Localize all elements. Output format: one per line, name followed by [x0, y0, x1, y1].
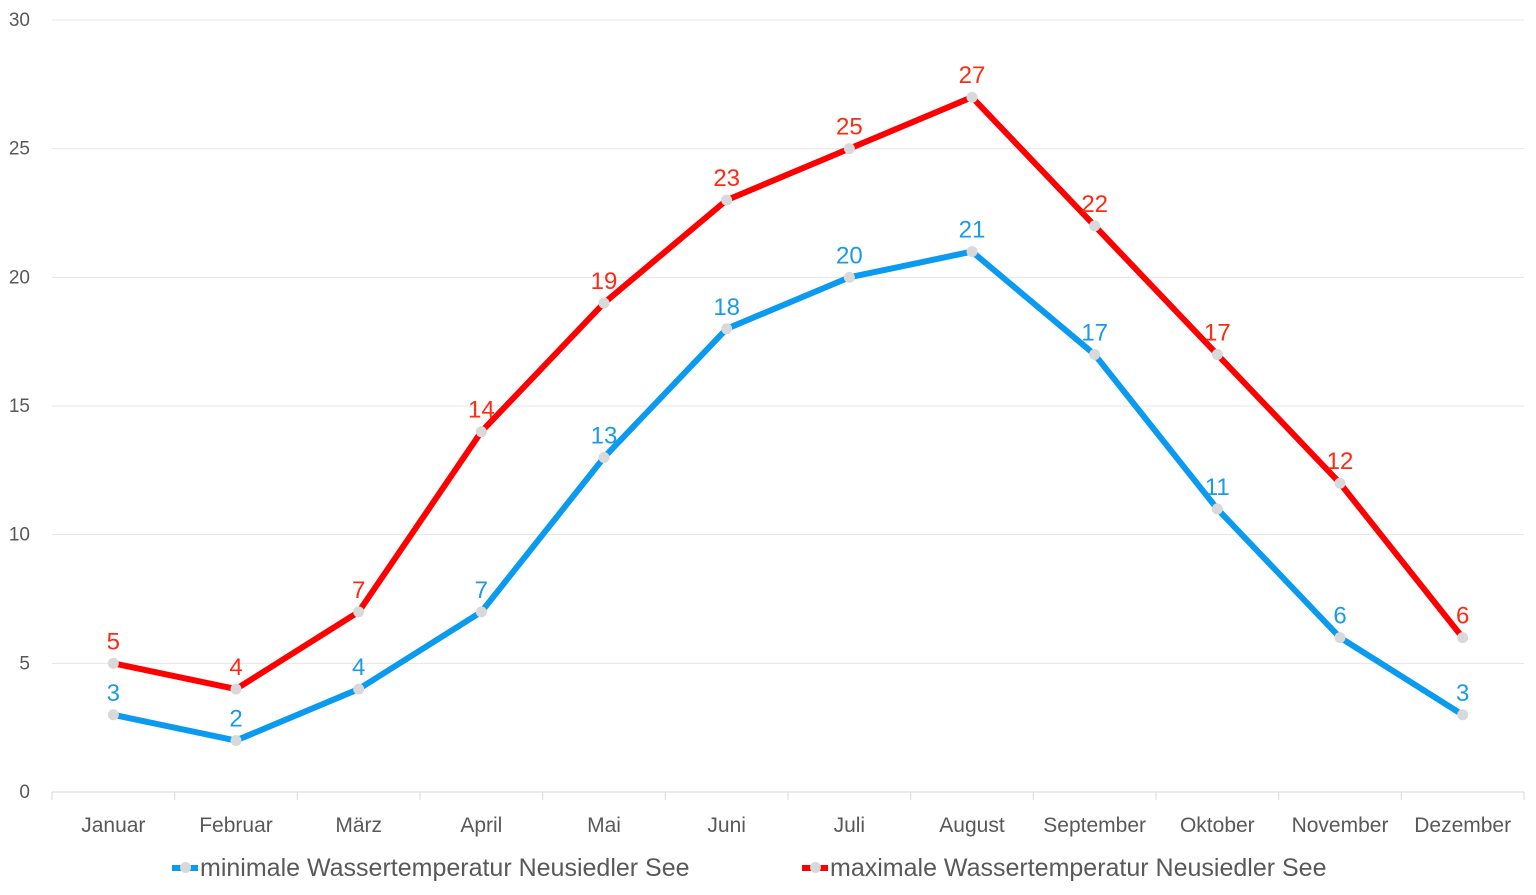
data-label-0: 21	[959, 217, 986, 244]
data-label-0: 13	[591, 422, 618, 449]
data-label-0: 4	[352, 654, 365, 681]
data-point-0	[721, 323, 733, 335]
y-tick-label: 10	[9, 525, 30, 546]
data-point-0	[1457, 709, 1469, 721]
data-point-1	[1334, 477, 1346, 489]
data-label-1: 23	[713, 165, 740, 192]
data-point-0	[230, 735, 242, 747]
x-tick-label: März	[335, 814, 382, 837]
series-line-1	[110, 94, 1466, 693]
data-point-1	[353, 606, 365, 618]
x-tick-label: September	[1043, 814, 1146, 837]
data-label-1: 17	[1204, 320, 1231, 347]
data-label-0: 11	[1205, 474, 1230, 501]
data-label-0: 18	[713, 294, 740, 321]
legend-marker-max-icon	[802, 862, 828, 873]
y-tick-label: 15	[9, 396, 30, 417]
y-tick-label: 25	[9, 139, 30, 160]
x-tick-label: Mai	[587, 814, 621, 837]
data-label-0: 2	[229, 706, 242, 733]
y-tick-label: 20	[9, 267, 30, 288]
data-point-0	[1211, 503, 1223, 515]
y-tick-label: 5	[19, 653, 30, 674]
data-label-1: 25	[836, 114, 863, 141]
data-point-1	[107, 657, 119, 669]
data-label-1: 22	[1081, 191, 1108, 218]
x-tick-label: Dezember	[1414, 814, 1511, 837]
x-tick-label: April	[460, 814, 502, 837]
data-label-1: 5	[107, 628, 120, 655]
legend-label-min: minimale Wassertemperatur Neusiedler See	[200, 853, 690, 882]
x-tick-label: Oktober	[1180, 814, 1255, 837]
data-point-0	[1089, 349, 1101, 361]
y-tick-label: 30	[9, 10, 30, 31]
data-point-1	[1089, 220, 1101, 232]
x-tick-label: Juli	[834, 814, 866, 837]
legend: minimale Wassertemperatur Neusiedler See…	[0, 848, 1536, 888]
data-point-1	[1457, 632, 1469, 644]
data-point-0	[353, 683, 365, 695]
data-label-1: 27	[959, 62, 986, 89]
data-label-0: 7	[475, 577, 488, 604]
x-tick-label: Juni	[707, 814, 746, 837]
data-point-0	[107, 709, 119, 721]
data-point-1	[598, 297, 610, 309]
legend-marker-min-icon	[172, 862, 198, 873]
data-label-0: 3	[107, 680, 120, 707]
data-label-0: 17	[1081, 320, 1108, 347]
data-label-1: 6	[1456, 603, 1469, 630]
legend-label-max: maximale Wassertemperatur Neusiedler See	[830, 853, 1327, 882]
data-point-0	[843, 271, 855, 283]
data-label-1: 7	[352, 577, 365, 604]
x-tick-label: August	[939, 814, 1005, 837]
x-tick-label: November	[1292, 814, 1389, 837]
data-label-0: 3	[1456, 680, 1469, 707]
data-label-1: 4	[229, 654, 242, 681]
data-label-1: 14	[468, 397, 495, 424]
data-label-0: 20	[836, 242, 863, 269]
data-point-1	[230, 683, 242, 695]
data-label-0: 6	[1333, 603, 1346, 630]
series-line-0	[110, 248, 1466, 744]
data-point-0	[475, 606, 487, 618]
data-point-1	[1211, 349, 1223, 361]
y-tick-label: 0	[19, 782, 30, 803]
data-point-1	[843, 143, 855, 155]
data-point-1	[721, 194, 733, 206]
data-point-0	[1334, 632, 1346, 644]
x-tick-label: Februar	[199, 814, 273, 837]
data-point-0	[966, 246, 978, 258]
data-label-1: 19	[591, 268, 618, 295]
legend-item-max: maximale Wassertemperatur Neusiedler See	[802, 848, 1326, 888]
legend-item-min: minimale Wassertemperatur Neusiedler See	[172, 848, 690, 888]
data-label-1: 12	[1327, 448, 1354, 475]
x-tick-label: Januar	[81, 814, 145, 837]
data-point-1	[966, 91, 978, 103]
data-point-0	[598, 451, 610, 463]
data-point-1	[475, 426, 487, 438]
